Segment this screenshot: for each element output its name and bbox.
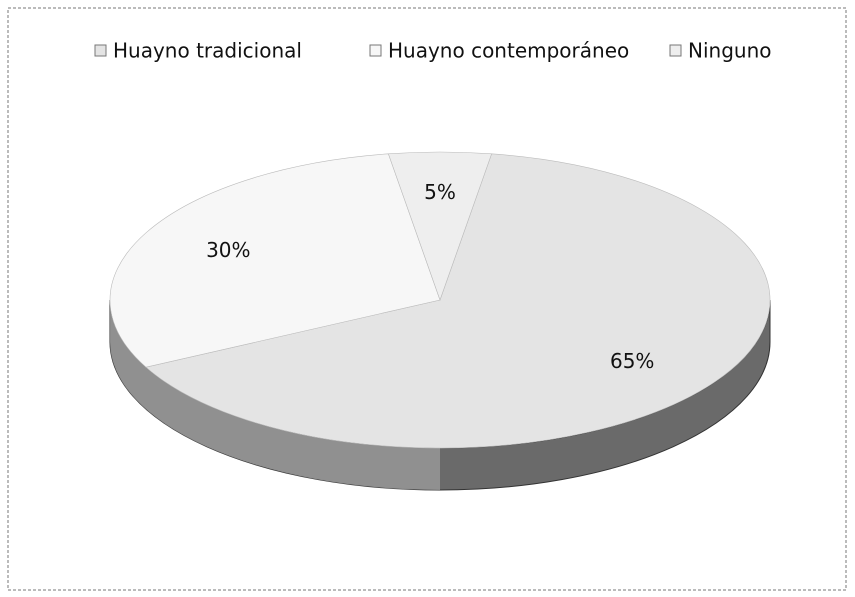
data-label: 65% bbox=[610, 349, 654, 373]
legend-swatch bbox=[94, 44, 107, 57]
legend-label: Huayno tradicional bbox=[113, 39, 302, 63]
pie-slice bbox=[145, 153, 771, 449]
legend-label: Huayno contemporáneo bbox=[388, 39, 629, 63]
data-label: 5% bbox=[424, 180, 456, 204]
pie-slice bbox=[387, 151, 493, 301]
legend-label: Ninguno bbox=[688, 39, 771, 63]
pie-side-shade bbox=[110, 300, 440, 490]
data-label: 30% bbox=[206, 238, 250, 262]
legend-swatch bbox=[369, 44, 382, 57]
pie-slice bbox=[109, 153, 441, 368]
legend-swatch bbox=[669, 44, 682, 57]
